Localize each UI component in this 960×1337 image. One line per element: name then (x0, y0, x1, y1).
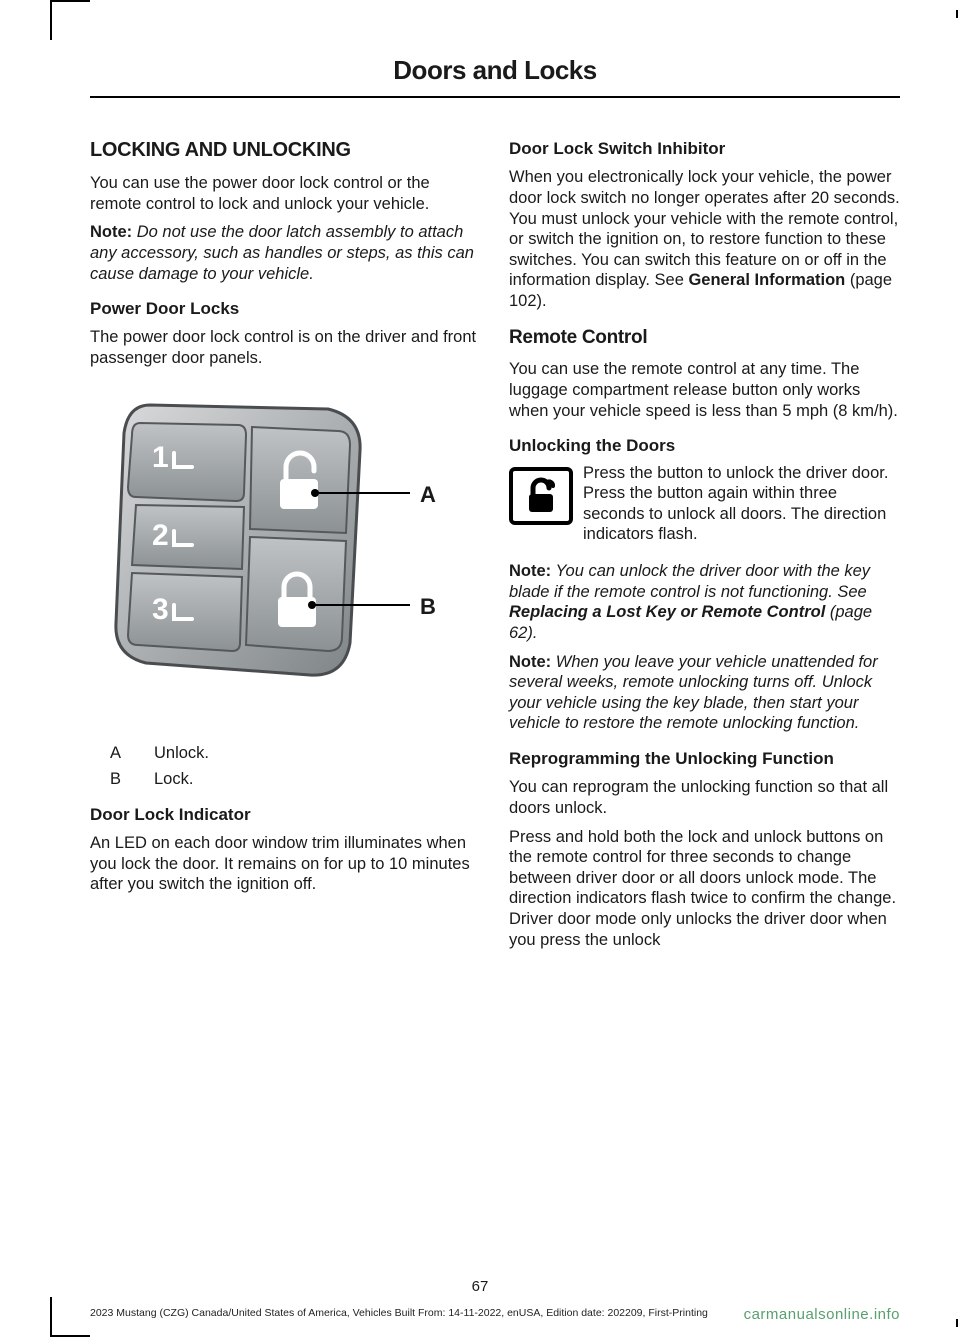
left-column: LOCKING AND UNLOCKING You can use the po… (90, 138, 481, 958)
heading-lock-indicator: Door Lock Indicator (90, 804, 481, 825)
legend-text: Unlock. (154, 743, 209, 764)
heading-unlocking: Unlocking the Doors (509, 435, 900, 456)
unlock-block: Press the button to unlock the driver do… (509, 463, 900, 554)
para-intro: You can use the power door lock control … (90, 173, 481, 214)
heading-remote: Remote Control (509, 326, 900, 350)
para-reprogram-1: You can reprogram the unlocking function… (509, 777, 900, 818)
lock-switch-diagram: 1 2 3 (90, 385, 481, 705)
legend-text: Lock. (154, 769, 193, 790)
page-number: 67 (0, 1278, 960, 1295)
diagram-label-b: B (420, 593, 436, 621)
right-column: Door Lock Switch Inhibitor When you elec… (509, 138, 900, 958)
page-content: Doors and Locks LOCKING AND UNLOCKING Yo… (90, 55, 900, 1287)
para-indicator: An LED on each door window trim illumina… (90, 833, 481, 895)
diagram-leaders (90, 385, 481, 705)
legend-key: B (110, 769, 128, 790)
note-unattended: Note: When you leave your vehicle unatte… (509, 652, 900, 735)
xref-general-info: General Information (688, 271, 845, 289)
diagram-legend: A Unlock. B Lock. (110, 743, 481, 790)
para-power-locks: The power door lock control is on the dr… (90, 327, 481, 368)
heading-power-locks: Power Door Locks (90, 298, 481, 319)
two-column-layout: LOCKING AND UNLOCKING You can use the po… (90, 138, 900, 958)
xref-replace-key: Replacing a Lost Key or Remote Control (509, 603, 825, 621)
note-text: You can unlock the driver door with the … (509, 562, 870, 601)
para-reprogram-2: Press and hold both the lock and unlock … (509, 827, 900, 951)
heading-reprogram: Reprogramming the Unlocking Function (509, 748, 900, 769)
note-keyblade: Note: You can unlock the driver door wit… (509, 561, 900, 644)
heading-locking: LOCKING AND UNLOCKING (90, 138, 481, 163)
diagram-label-a: A (420, 481, 436, 509)
note-label: Note: (90, 223, 132, 241)
legend-row-b: B Lock. (110, 769, 481, 790)
unlock-icon (509, 467, 573, 525)
para-inhibitor: When you electronically lock your vehicl… (509, 167, 900, 311)
heading-inhibitor: Door Lock Switch Inhibitor (509, 138, 900, 159)
note-text: Do not use the door latch assembly to at… (90, 223, 474, 282)
note-text: When you leave your vehicle unattended f… (509, 653, 878, 733)
page-header: Doors and Locks (90, 55, 900, 98)
legend-row-a: A Unlock. (110, 743, 481, 764)
legend-key: A (110, 743, 128, 764)
note-label: Note: (509, 562, 551, 580)
watermark: carmanualsonline.info (744, 1306, 900, 1323)
note-accessory: Note: Do not use the door latch assembly… (90, 222, 481, 284)
para-remote: You can use the remote control at any ti… (509, 359, 900, 421)
note-label: Note: (509, 653, 551, 671)
